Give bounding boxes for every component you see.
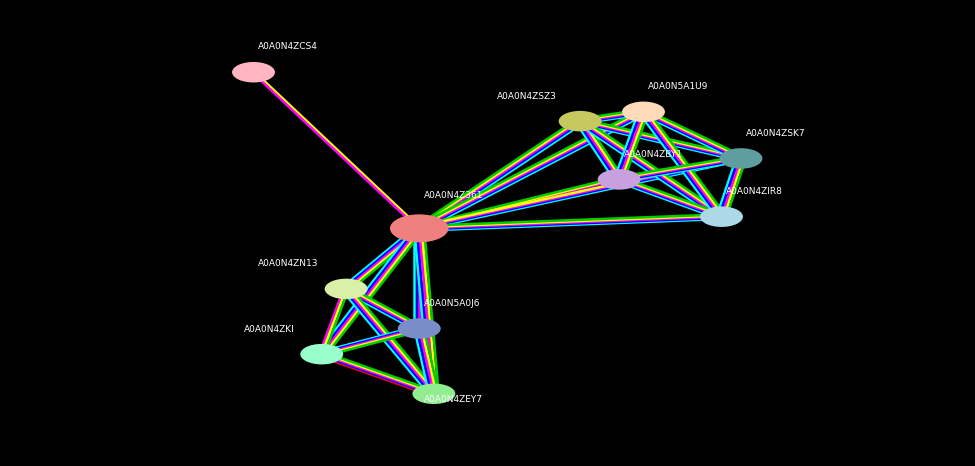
Text: A0A0N5A1U9: A0A0N5A1U9 bbox=[648, 82, 709, 91]
Text: A0A0N4ZBY1: A0A0N4ZBY1 bbox=[624, 150, 683, 159]
Circle shape bbox=[720, 148, 762, 169]
Text: A0A0N4ZKI: A0A0N4ZKI bbox=[244, 325, 294, 334]
Circle shape bbox=[559, 111, 602, 131]
Circle shape bbox=[598, 169, 641, 190]
Circle shape bbox=[300, 344, 343, 364]
Circle shape bbox=[398, 318, 441, 339]
Text: A0A0N4ZCS4: A0A0N4ZCS4 bbox=[258, 42, 318, 51]
Text: A0A0N5A0J6: A0A0N5A0J6 bbox=[424, 299, 481, 308]
Circle shape bbox=[412, 384, 455, 404]
Text: A0A0N4ZSK7: A0A0N4ZSK7 bbox=[746, 129, 805, 138]
Circle shape bbox=[390, 214, 448, 242]
Text: A0A0N4Z361: A0A0N4Z361 bbox=[424, 192, 484, 200]
Text: A0A0N4ZSZ3: A0A0N4ZSZ3 bbox=[497, 92, 557, 101]
Text: A0A0N4ZIR8: A0A0N4ZIR8 bbox=[726, 187, 783, 196]
Text: A0A0N4ZEY7: A0A0N4ZEY7 bbox=[424, 396, 484, 404]
Circle shape bbox=[622, 102, 665, 122]
Text: A0A0N4ZN13: A0A0N4ZN13 bbox=[258, 260, 319, 268]
Circle shape bbox=[232, 62, 275, 82]
Circle shape bbox=[700, 206, 743, 227]
Circle shape bbox=[325, 279, 368, 299]
